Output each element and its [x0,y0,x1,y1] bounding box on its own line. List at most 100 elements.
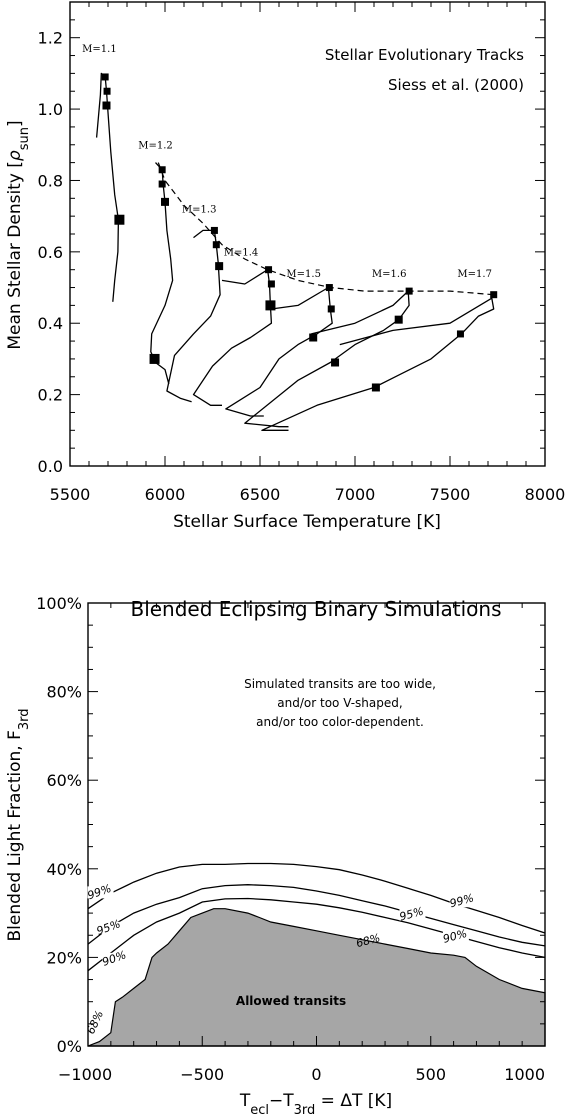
mass-label: M=1.5 [286,269,321,280]
contour-label: 90% [441,927,468,946]
x2-tick-label: 500 [415,1065,446,1084]
track-marker [265,266,273,274]
contour-label: 68% [355,931,382,950]
mass-label: M=1.3 [182,205,217,216]
track-marker [101,73,109,81]
note-line-3: and/or too color-dependent. [256,715,424,729]
x2-tick-label: 1000 [504,1065,545,1084]
x-tick-label: 5500 [50,485,91,504]
track-marker [394,315,403,324]
allowed-region [87,908,546,1047]
track-marker [212,241,220,249]
note-line-1: Simulated transits are too wide, [244,677,436,691]
track-marker [265,300,276,311]
y-tick-label: 1.0 [38,100,63,119]
track-marker [102,101,111,110]
track-marker [325,284,333,292]
y2-title-sub: 3rd [17,709,32,731]
contour-label-bg [96,921,123,934]
x-title-sub1: ecl [250,1103,269,1115]
track-line [166,229,221,403]
tracks-tick-labels: 5500 6000 6500 7000 7500 8000 0.0 0.2 0.4 0.6 0.8 1… [38,29,566,504]
x-tick-label: 6000 [145,485,186,504]
contour-label: 99% [86,882,113,903]
y2-tick-label: 0% [57,1037,82,1056]
tracks-plot-frame [69,1,546,467]
track-marker [405,287,413,295]
track-marker [490,291,498,299]
x-tick-label: 8000 [525,485,566,504]
y2-tick-label: 100% [36,594,82,613]
contour-label: 90% [101,948,128,969]
y-title-rho: ρ [5,150,25,161]
tracks-markers [101,73,498,392]
y2-title-main: Blended Light Fraction, F [5,730,25,941]
mass-label: M=1.4 [224,247,259,258]
track-line [225,286,333,417]
x2-tick-label: −500 [180,1065,224,1084]
track-marker [267,280,275,288]
note-line-2: and/or too V-shaped, [277,696,402,710]
x-tick-label: 6500 [240,485,281,504]
track-line [261,297,495,431]
track-marker [456,330,464,338]
mass-label: M=1.2 [138,140,173,151]
x-title-sub2: 3rd [294,1103,316,1115]
y-tick-label: 0.2 [38,386,63,405]
allowed-region-label: Allowed transits [236,994,346,1008]
track-marker [161,197,169,206]
tracks-mass-labels: M=1.1 M=1.2 M=1.3 M=1.4 M=1.5 M=1.6 M=1.7 [82,44,492,280]
y-tick-label: 0.0 [38,457,63,476]
allowed-region-fill [87,908,546,1047]
contour-label: 95% [398,905,425,924]
track-line [150,162,174,385]
y-title-main: Mean Stellar Density [ [5,161,25,350]
y-title-sub: sun [17,127,32,150]
tracks-ticks [69,1,546,467]
contour-labels: 90%95%99% 99%95%90%68%68% [84,882,476,1036]
track-line [244,290,410,428]
x-tick-label: 7500 [430,485,471,504]
y2-tick-label: 60% [46,771,82,790]
y-tick-label: 0.6 [38,243,63,262]
y-tick-label: 1.2 [38,29,63,48]
mass-label: M=1.1 [82,44,117,55]
contour-label: 95% [95,917,122,938]
y-tick-label: 0.4 [38,314,63,333]
track-marker [215,262,224,271]
blend-y-axis-title: Blended Light Fraction, F3rd [5,709,32,942]
blend-x-axis-title: Tecl−T3rd = ΔT [K] [239,1091,392,1115]
mass-label: M=1.6 [372,269,407,280]
contour-label-bg [449,895,476,908]
tracks-x-axis-title: Stellar Surface Temperature [K] [173,512,441,532]
tracks-chart-subtitle: Siess et al. (2000) [388,76,524,94]
track-marker [158,180,166,188]
contour-line [87,884,546,947]
track-marker [331,358,340,367]
track-line [192,269,273,406]
track-marker [309,333,318,342]
contour-label-bg [87,886,114,899]
track-marker [103,87,111,95]
mass-label: M=1.7 [457,269,492,280]
track-marker [114,214,125,225]
contour-label-bg [442,930,469,943]
y2-tick-label: 20% [46,948,82,967]
tracks-y-axis-title: Mean Stellar Density [ρsun] [5,120,32,349]
tracks-chart-title: Stellar Evolutionary Tracks [325,46,524,64]
blend-panel: Blended Eclipsing Binary Simulations −10… [5,594,546,1115]
x-title-t: T [239,1091,251,1111]
track-marker [327,305,335,313]
blend-tick-labels: −1000 −500 0 500 1000 0% 20% 40% 60% 80% 100% [36,594,545,1084]
y2-tick-label: 80% [46,683,82,702]
x-title-mid: −T [269,1091,294,1111]
y2-tick-label: 40% [46,860,82,879]
track-marker [210,226,218,234]
contour-label-bg [102,952,129,965]
track-line [95,72,120,302]
contour-line [87,862,546,934]
track-marker [149,353,160,364]
track-marker [158,166,166,174]
contour-label-bg [399,908,426,921]
zams-dashed-line [157,162,494,296]
